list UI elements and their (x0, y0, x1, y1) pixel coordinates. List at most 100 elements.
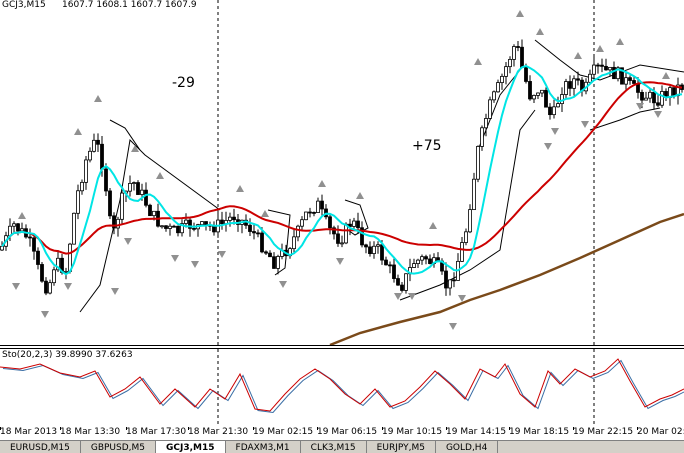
candle-body (184, 219, 188, 224)
time-label: 18 Mar 17:30 (126, 427, 187, 437)
candle-body (348, 223, 352, 227)
candle-body (520, 46, 524, 68)
fractal-up-icon (429, 222, 437, 229)
fractal-up-icon (236, 185, 244, 192)
candle-body (452, 279, 456, 282)
candle-body (572, 78, 576, 89)
candle-body (180, 223, 184, 234)
fractal-down-icon (551, 128, 559, 135)
fractal-down-icon (41, 311, 49, 318)
candle-body (252, 231, 256, 234)
candle-body (352, 220, 356, 227)
candle-body (624, 77, 628, 85)
candle-body (72, 212, 76, 245)
candle-body (360, 227, 364, 246)
candle-body (552, 106, 556, 116)
candle-body (548, 106, 552, 116)
candle-body (448, 279, 452, 289)
candle-body (308, 211, 312, 214)
symbol-timeframe: GCJ3,M15 (2, 0, 46, 10)
candle-body (108, 190, 112, 217)
candle-body (48, 282, 52, 294)
channel-line (477, 69, 521, 151)
candle-body (228, 216, 232, 221)
candle-body (160, 225, 164, 228)
candle-body (272, 256, 276, 269)
fractal-down-icon (336, 258, 344, 265)
candle-body (220, 219, 224, 225)
candle-body (660, 91, 664, 106)
fractal-down-icon (458, 295, 466, 302)
time-tick (188, 427, 189, 430)
candle-body (16, 223, 20, 232)
stochastic-signal-line (2, 359, 684, 414)
candle-body (176, 225, 180, 234)
candle-body (460, 242, 464, 262)
fractal-down-icon (279, 281, 287, 288)
tab-eurusd-m15[interactable]: EURUSD,M15 (0, 441, 81, 453)
fractal-up-icon (318, 180, 326, 187)
candle-body (76, 190, 80, 214)
indicator-border (0, 348, 684, 349)
candle-body (112, 215, 116, 229)
stochastic-chart[interactable] (0, 349, 684, 427)
time-label: 19 Mar 02:15 (253, 427, 314, 437)
time-label: 18 Mar 2013 (0, 427, 58, 437)
candle-body (512, 46, 516, 60)
candle-body (136, 182, 140, 195)
fractal-down-icon (581, 121, 589, 128)
stochastic-label: Sto(20,2,3) 39.8990 37.6263 (2, 350, 133, 360)
ohlc-values: 1607.7 1608.1 1607.7 1607.9 (62, 0, 197, 10)
candle-body (640, 91, 644, 101)
tab-gold-h4[interactable]: GOLD,H4 (436, 441, 499, 453)
candle-body (596, 64, 600, 67)
fractal-up-icon (536, 28, 544, 35)
tab-gcj3-m15[interactable]: GCJ3,M15 (156, 441, 226, 453)
candle-body (420, 256, 424, 261)
tab-gbpusd-m5[interactable]: GBPUSD,M5 (81, 441, 157, 453)
time-label: 19 Mar 06:15 (317, 427, 378, 437)
fractal-down-icon (394, 293, 402, 300)
candle-body (560, 94, 564, 105)
candle-body (412, 263, 416, 268)
candle-body (304, 211, 308, 221)
price-chart[interactable] (0, 0, 684, 345)
candle-body (84, 159, 88, 183)
candle-body (508, 59, 512, 68)
candle-body (104, 168, 108, 192)
candle-body (368, 246, 372, 255)
time-label: 19 Mar 14:15 (446, 427, 507, 437)
candle-body (36, 250, 40, 265)
tab-eurjpy-m5[interactable]: EURJPY,M5 (367, 441, 436, 453)
candle-body (332, 227, 336, 235)
candle-body (340, 242, 344, 245)
fractal-down-icon (124, 238, 132, 245)
candle-body (576, 78, 580, 81)
candle-body (480, 127, 484, 147)
time-tick (317, 427, 318, 430)
candle-body (188, 219, 192, 229)
candle-body (116, 218, 120, 229)
tab-fdaxm3-m1[interactable]: FDAXM3,M1 (226, 441, 301, 453)
channel-line (109, 119, 141, 151)
candle-body (444, 270, 448, 289)
fractal-up-icon (356, 192, 364, 199)
fractal-down-icon (544, 143, 552, 150)
candle-body (292, 236, 296, 250)
tab-clk3-m15[interactable]: CLK3,M15 (301, 441, 367, 453)
candle-body (504, 66, 508, 77)
candle-body (12, 223, 16, 227)
fractal-down-icon (218, 251, 226, 258)
candle-body (376, 244, 380, 247)
candle-body (300, 219, 304, 227)
candle-body (672, 87, 676, 97)
fractal-up-icon (596, 45, 604, 52)
candle-body (532, 94, 536, 100)
time-tick (573, 427, 574, 430)
candle-body (200, 221, 204, 226)
candle-body (380, 244, 384, 261)
candle-body (404, 273, 408, 291)
candle-body (336, 233, 340, 244)
annotation-right: +75 (412, 138, 442, 154)
stochastic-main-line (0, 358, 684, 412)
